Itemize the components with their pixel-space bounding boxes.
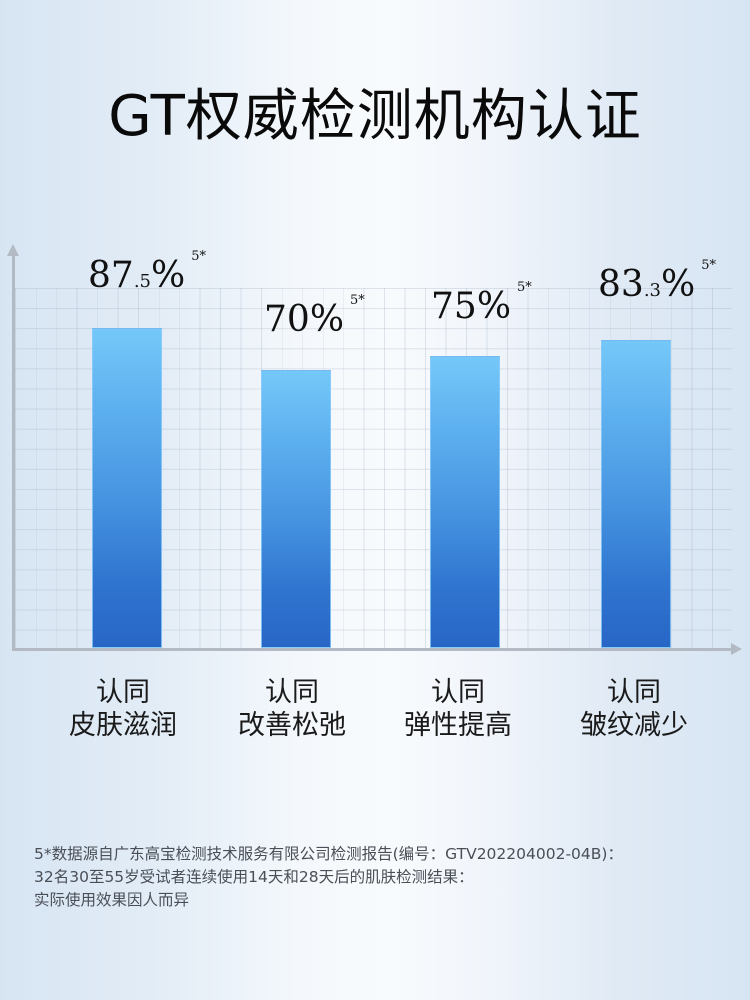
value-label: 70% 5* xyxy=(264,294,365,340)
category-label: 认同 皮肤滋润 xyxy=(38,676,208,742)
category-label: 认同 皱纹减少 xyxy=(549,676,719,742)
category-label: 认同 弹性提高 xyxy=(373,676,543,742)
value-label: 83.3% 5* xyxy=(598,259,716,305)
bar-skin-moisture xyxy=(92,328,162,648)
x-axis-arrow-icon xyxy=(731,643,742,655)
category-line2: 改善松弛 xyxy=(238,710,346,741)
y-axis-arrow-icon xyxy=(7,244,19,256)
value-pct: % xyxy=(151,255,186,296)
footnote-line2: 32名30至55岁受试者连续使用14天和28天后的肌肤检测结果： xyxy=(34,868,474,886)
category-line1: 认同 xyxy=(607,677,661,708)
value-pct: % xyxy=(309,299,345,340)
value-int: 87 xyxy=(88,255,134,296)
value-pct: % xyxy=(661,264,696,305)
category-line2: 皮肤滋润 xyxy=(69,710,177,741)
bar-wrinkle-reduction xyxy=(601,340,671,648)
footnote: 5*数据源自广东高宝检测技术服务有限公司检测报告(编号：GTV202204002… xyxy=(34,843,623,912)
footnote-ref: 5* xyxy=(517,280,532,295)
category-label: 认同 改善松弛 xyxy=(207,676,377,742)
footnote-line1: 5*数据源自广东高宝检测技术服务有限公司检测报告(编号：GTV202204002… xyxy=(34,845,623,863)
x-axis xyxy=(12,648,732,651)
y-axis xyxy=(12,252,15,650)
category-line1: 认同 xyxy=(431,677,485,708)
value-dec: .3 xyxy=(643,280,661,301)
footnote-ref: 5* xyxy=(191,249,206,264)
bar-firming xyxy=(261,370,331,648)
category-line2: 弹性提高 xyxy=(404,710,512,741)
category-line2: 皱纹减少 xyxy=(580,710,688,741)
value-int: 70 xyxy=(264,299,310,340)
value-label: 87.5% 5* xyxy=(88,250,206,296)
value-dec: .5 xyxy=(133,271,151,292)
value-label: 75% 5* xyxy=(431,281,532,327)
footnote-ref: 5* xyxy=(350,293,365,308)
footnote-ref: 5* xyxy=(701,258,716,273)
value-int: 83 xyxy=(598,264,644,305)
category-line1: 认同 xyxy=(96,677,150,708)
value-int: 75 xyxy=(431,286,477,327)
page-title: GT权威检测机构认证 xyxy=(108,84,642,149)
category-line1: 认同 xyxy=(265,677,319,708)
value-pct: % xyxy=(476,286,512,327)
bar-elasticity xyxy=(430,356,500,648)
footnote-line3: 实际使用效果因人而异 xyxy=(34,891,190,909)
